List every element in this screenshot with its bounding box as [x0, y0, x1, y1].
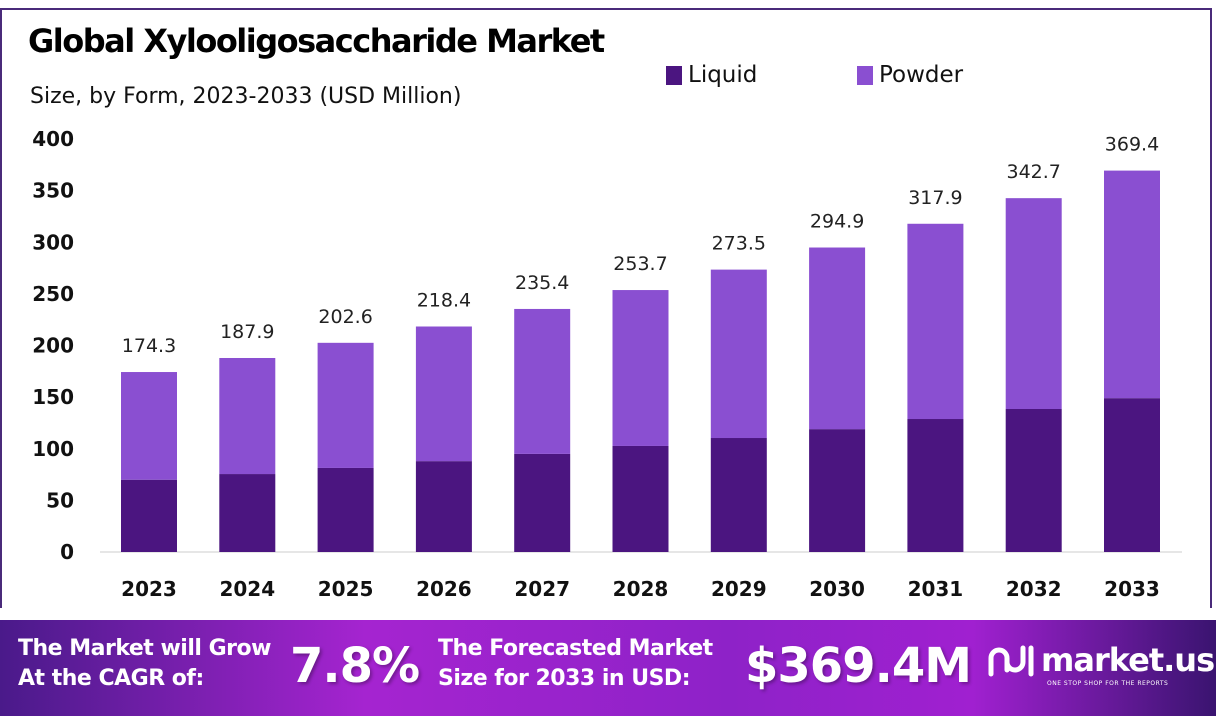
bar-total-label: 174.3	[122, 335, 176, 357]
bar-total-label: 235.4	[515, 272, 569, 294]
chart-title: Global Xylooligosaccharide Market	[28, 22, 605, 60]
bar-liquid	[415, 461, 472, 552]
x-tick-label: 2032	[1006, 577, 1062, 601]
bar-total-label: 342.7	[1006, 161, 1060, 183]
y-tick-label: 300	[32, 230, 74, 254]
bar-total-label: 317.9	[908, 187, 962, 209]
forecast-value: $369.4M	[745, 638, 972, 694]
bar-total-label: 369.4	[1105, 134, 1159, 156]
x-tick-label: 2028	[613, 577, 669, 601]
bar-powder	[1104, 170, 1160, 399]
logo-mark-icon	[988, 645, 1034, 677]
bar-total-label: 187.9	[220, 321, 274, 343]
y-tick-label: 350	[32, 179, 74, 203]
bar-powder	[612, 290, 669, 446]
summary-banner: The Market will Grow At the CAGR of: 7.8…	[0, 620, 1216, 716]
cagr-label: The Market will Grow At the CAGR of:	[18, 634, 271, 694]
bar-liquid	[317, 467, 374, 552]
bar-powder	[121, 372, 177, 480]
bar-liquid	[1104, 398, 1160, 552]
bar-liquid	[514, 453, 571, 552]
bar-chart: 0 50 100 150 200 250 300 350 400 174.3 2023 187.9 20…	[32, 127, 1182, 601]
forecast-label: The Forecasted Market Size for 2033 in U…	[438, 634, 713, 694]
x-tick-label: 2031	[908, 577, 964, 601]
bar-total-label: 294.9	[810, 211, 864, 233]
bar-liquid	[219, 474, 276, 552]
bar-powder	[415, 326, 472, 462]
bar-total-label: 202.6	[318, 306, 372, 328]
y-tick-label: 50	[46, 488, 74, 512]
x-tick-label: 2025	[318, 577, 374, 601]
bar-powder	[219, 357, 276, 475]
chart-subtitle: Size, by Form, 2023-2033 (USD Million)	[30, 84, 462, 109]
x-tick-label: 2033	[1104, 577, 1160, 601]
bar-powder	[1005, 198, 1062, 409]
legend-swatch-liquid	[666, 65, 682, 85]
bar-liquid	[809, 429, 866, 552]
bar-total-label: 218.4	[417, 290, 471, 312]
y-tick-label: 150	[32, 385, 74, 409]
x-tick-label: 2027	[514, 577, 570, 601]
logo-text: market.us	[1041, 641, 1215, 679]
bar-total-label: 273.5	[712, 233, 766, 255]
market-us-logo: market.us ONE STOP SHOP FOR THE REPORTS	[985, 640, 1215, 687]
bar-liquid	[1005, 408, 1062, 552]
y-tick-label: 200	[32, 334, 74, 358]
cagr-label-line2: At the CAGR of:	[18, 666, 204, 691]
chart-frame	[0, 8, 1212, 608]
legend-label-powder: Powder	[879, 62, 964, 88]
bar-liquid	[121, 479, 177, 552]
x-tick-label: 2023	[121, 577, 177, 601]
x-tick-label: 2024	[219, 577, 275, 601]
logo-tagline: ONE STOP SHOP FOR THE REPORTS	[1047, 680, 1169, 687]
bar-powder	[907, 223, 964, 420]
bar-liquid	[710, 438, 767, 552]
cagr-label-line1: The Market will Grow	[18, 636, 271, 661]
y-tick-label: 100	[32, 437, 74, 461]
legend-item-liquid: Liquid	[666, 62, 757, 88]
bar-powder	[317, 342, 374, 468]
cagr-value: 7.8%	[290, 638, 420, 694]
bar-total-label: 253.7	[613, 253, 667, 275]
x-tick-label: 2026	[416, 577, 472, 601]
y-tick-label: 400	[32, 127, 74, 151]
bar-powder	[710, 269, 767, 439]
x-tick-label: 2029	[711, 577, 767, 601]
y-tick-label: 0	[60, 540, 74, 564]
legend-label-liquid: Liquid	[688, 62, 758, 88]
bar-liquid	[907, 419, 964, 552]
x-tick-label: 2030	[809, 577, 865, 601]
bar-powder	[514, 308, 571, 454]
bar-liquid	[612, 445, 669, 552]
legend-item-powder: Powder	[857, 62, 963, 88]
bar-powder	[809, 247, 866, 430]
legend-swatch-powder	[857, 65, 873, 85]
forecast-label-line1: The Forecasted Market	[438, 636, 713, 661]
forecast-label-line2: Size for 2033 in USD:	[438, 666, 690, 691]
y-tick-label: 250	[32, 282, 74, 306]
